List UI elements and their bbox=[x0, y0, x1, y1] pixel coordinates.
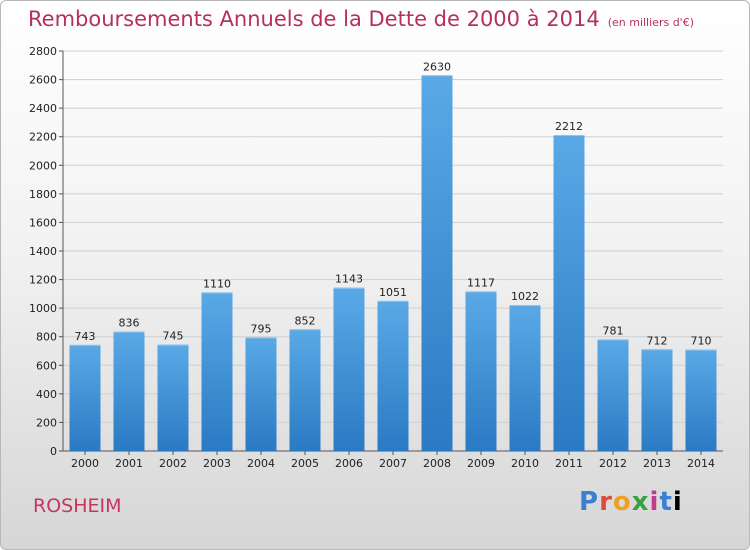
x-tick-label-2013: 2013 bbox=[643, 457, 671, 470]
y-tick-label-2000: 2000 bbox=[29, 159, 57, 172]
y-tick-label-2800: 2800 bbox=[29, 45, 57, 58]
city-name: ROSHEIM bbox=[33, 495, 122, 517]
data-label-2012: 781 bbox=[603, 324, 624, 337]
chart-title-text: Remboursements Annuels de la Dette de 20… bbox=[28, 7, 600, 31]
data-labels: 743 836 745 1110 795 852 1143 1051 2630 1117 1022 2… bbox=[75, 60, 712, 347]
data-label-2001: 836 bbox=[119, 317, 140, 330]
y-tick-label-400: 400 bbox=[36, 388, 57, 401]
x-tick-label-2001: 2001 bbox=[115, 457, 143, 470]
y-tick-label-2600: 2600 bbox=[29, 74, 57, 87]
x-tick-label-2014: 2014 bbox=[687, 457, 715, 470]
data-label-2003: 1110 bbox=[203, 277, 231, 290]
bar-2002 bbox=[157, 344, 189, 451]
x-tick-label-2010: 2010 bbox=[511, 457, 539, 470]
y-tick-label-1400: 1400 bbox=[29, 245, 57, 258]
chart-unit-note: (en milliers d'€) bbox=[607, 16, 694, 29]
x-tick-label-2009: 2009 bbox=[467, 457, 495, 470]
y-tick-labels: 0 200 400 600 800 1000 1200 1400 1600 1800 2000 220… bbox=[29, 45, 57, 458]
bar-2007 bbox=[377, 300, 409, 451]
bar-2009 bbox=[465, 291, 497, 451]
data-label-2013: 712 bbox=[647, 334, 668, 347]
data-label-2009: 1117 bbox=[467, 276, 495, 289]
x-tick-labels: 2000 2001 2002 2003 2004 2005 2006 2007 2008 2009… bbox=[71, 457, 715, 470]
data-label-2008: 2630 bbox=[423, 60, 451, 73]
x-tick-label-2007: 2007 bbox=[379, 457, 407, 470]
bar-2001 bbox=[113, 331, 145, 451]
bars bbox=[69, 75, 717, 452]
x-tick-label-2005: 2005 bbox=[291, 457, 319, 470]
y-tick-label-2400: 2400 bbox=[29, 102, 57, 115]
bar-2006 bbox=[333, 287, 365, 451]
y-tick-label-1600: 1600 bbox=[29, 216, 57, 229]
bar-2014 bbox=[685, 349, 717, 451]
y-tick-label-800: 800 bbox=[36, 331, 57, 344]
data-label-2006: 1143 bbox=[335, 273, 363, 286]
x-tick-label-2008: 2008 bbox=[423, 457, 451, 470]
bar-2003 bbox=[201, 292, 233, 451]
y-tick-label-1000: 1000 bbox=[29, 302, 57, 315]
x-tick-label-2006: 2006 bbox=[335, 457, 363, 470]
bar-2000 bbox=[69, 344, 101, 451]
bar-2012 bbox=[597, 339, 629, 451]
bar-2013 bbox=[641, 349, 673, 451]
bar-2011 bbox=[553, 135, 585, 451]
x-tick-label-2002: 2002 bbox=[159, 457, 187, 470]
chart-title: Remboursements Annuels de la Dette de 20… bbox=[28, 7, 694, 31]
x-tick-label-2000: 2000 bbox=[71, 457, 99, 470]
data-label-2007: 1051 bbox=[379, 286, 407, 299]
bar-2005 bbox=[289, 329, 321, 451]
y-tick-label-600: 600 bbox=[36, 359, 57, 372]
data-label-2000: 743 bbox=[75, 330, 96, 343]
y-tick-label-0: 0 bbox=[50, 445, 57, 458]
data-label-2004: 795 bbox=[251, 322, 272, 335]
x-tick-label-2011: 2011 bbox=[555, 457, 583, 470]
x-tick-label-2004: 2004 bbox=[247, 457, 275, 470]
data-label-2002: 745 bbox=[163, 330, 184, 343]
proxiti-logo[interactable]: Proxiti bbox=[579, 487, 683, 517]
data-label-2014: 710 bbox=[691, 335, 712, 348]
x-tick-label-2012: 2012 bbox=[599, 457, 627, 470]
x-tick-label-2003: 2003 bbox=[203, 457, 231, 470]
data-label-2005: 852 bbox=[295, 314, 316, 327]
data-label-2010: 1022 bbox=[511, 290, 539, 303]
y-tick-label-1800: 1800 bbox=[29, 188, 57, 201]
y-tick-label-1200: 1200 bbox=[29, 274, 57, 287]
y-tick-label-200: 200 bbox=[36, 416, 57, 429]
bar-2008 bbox=[421, 75, 453, 452]
y-tick-label-2200: 2200 bbox=[29, 131, 57, 144]
data-label-2011: 2212 bbox=[555, 120, 583, 133]
bar-2004 bbox=[245, 337, 277, 451]
bar-2010 bbox=[509, 305, 541, 451]
